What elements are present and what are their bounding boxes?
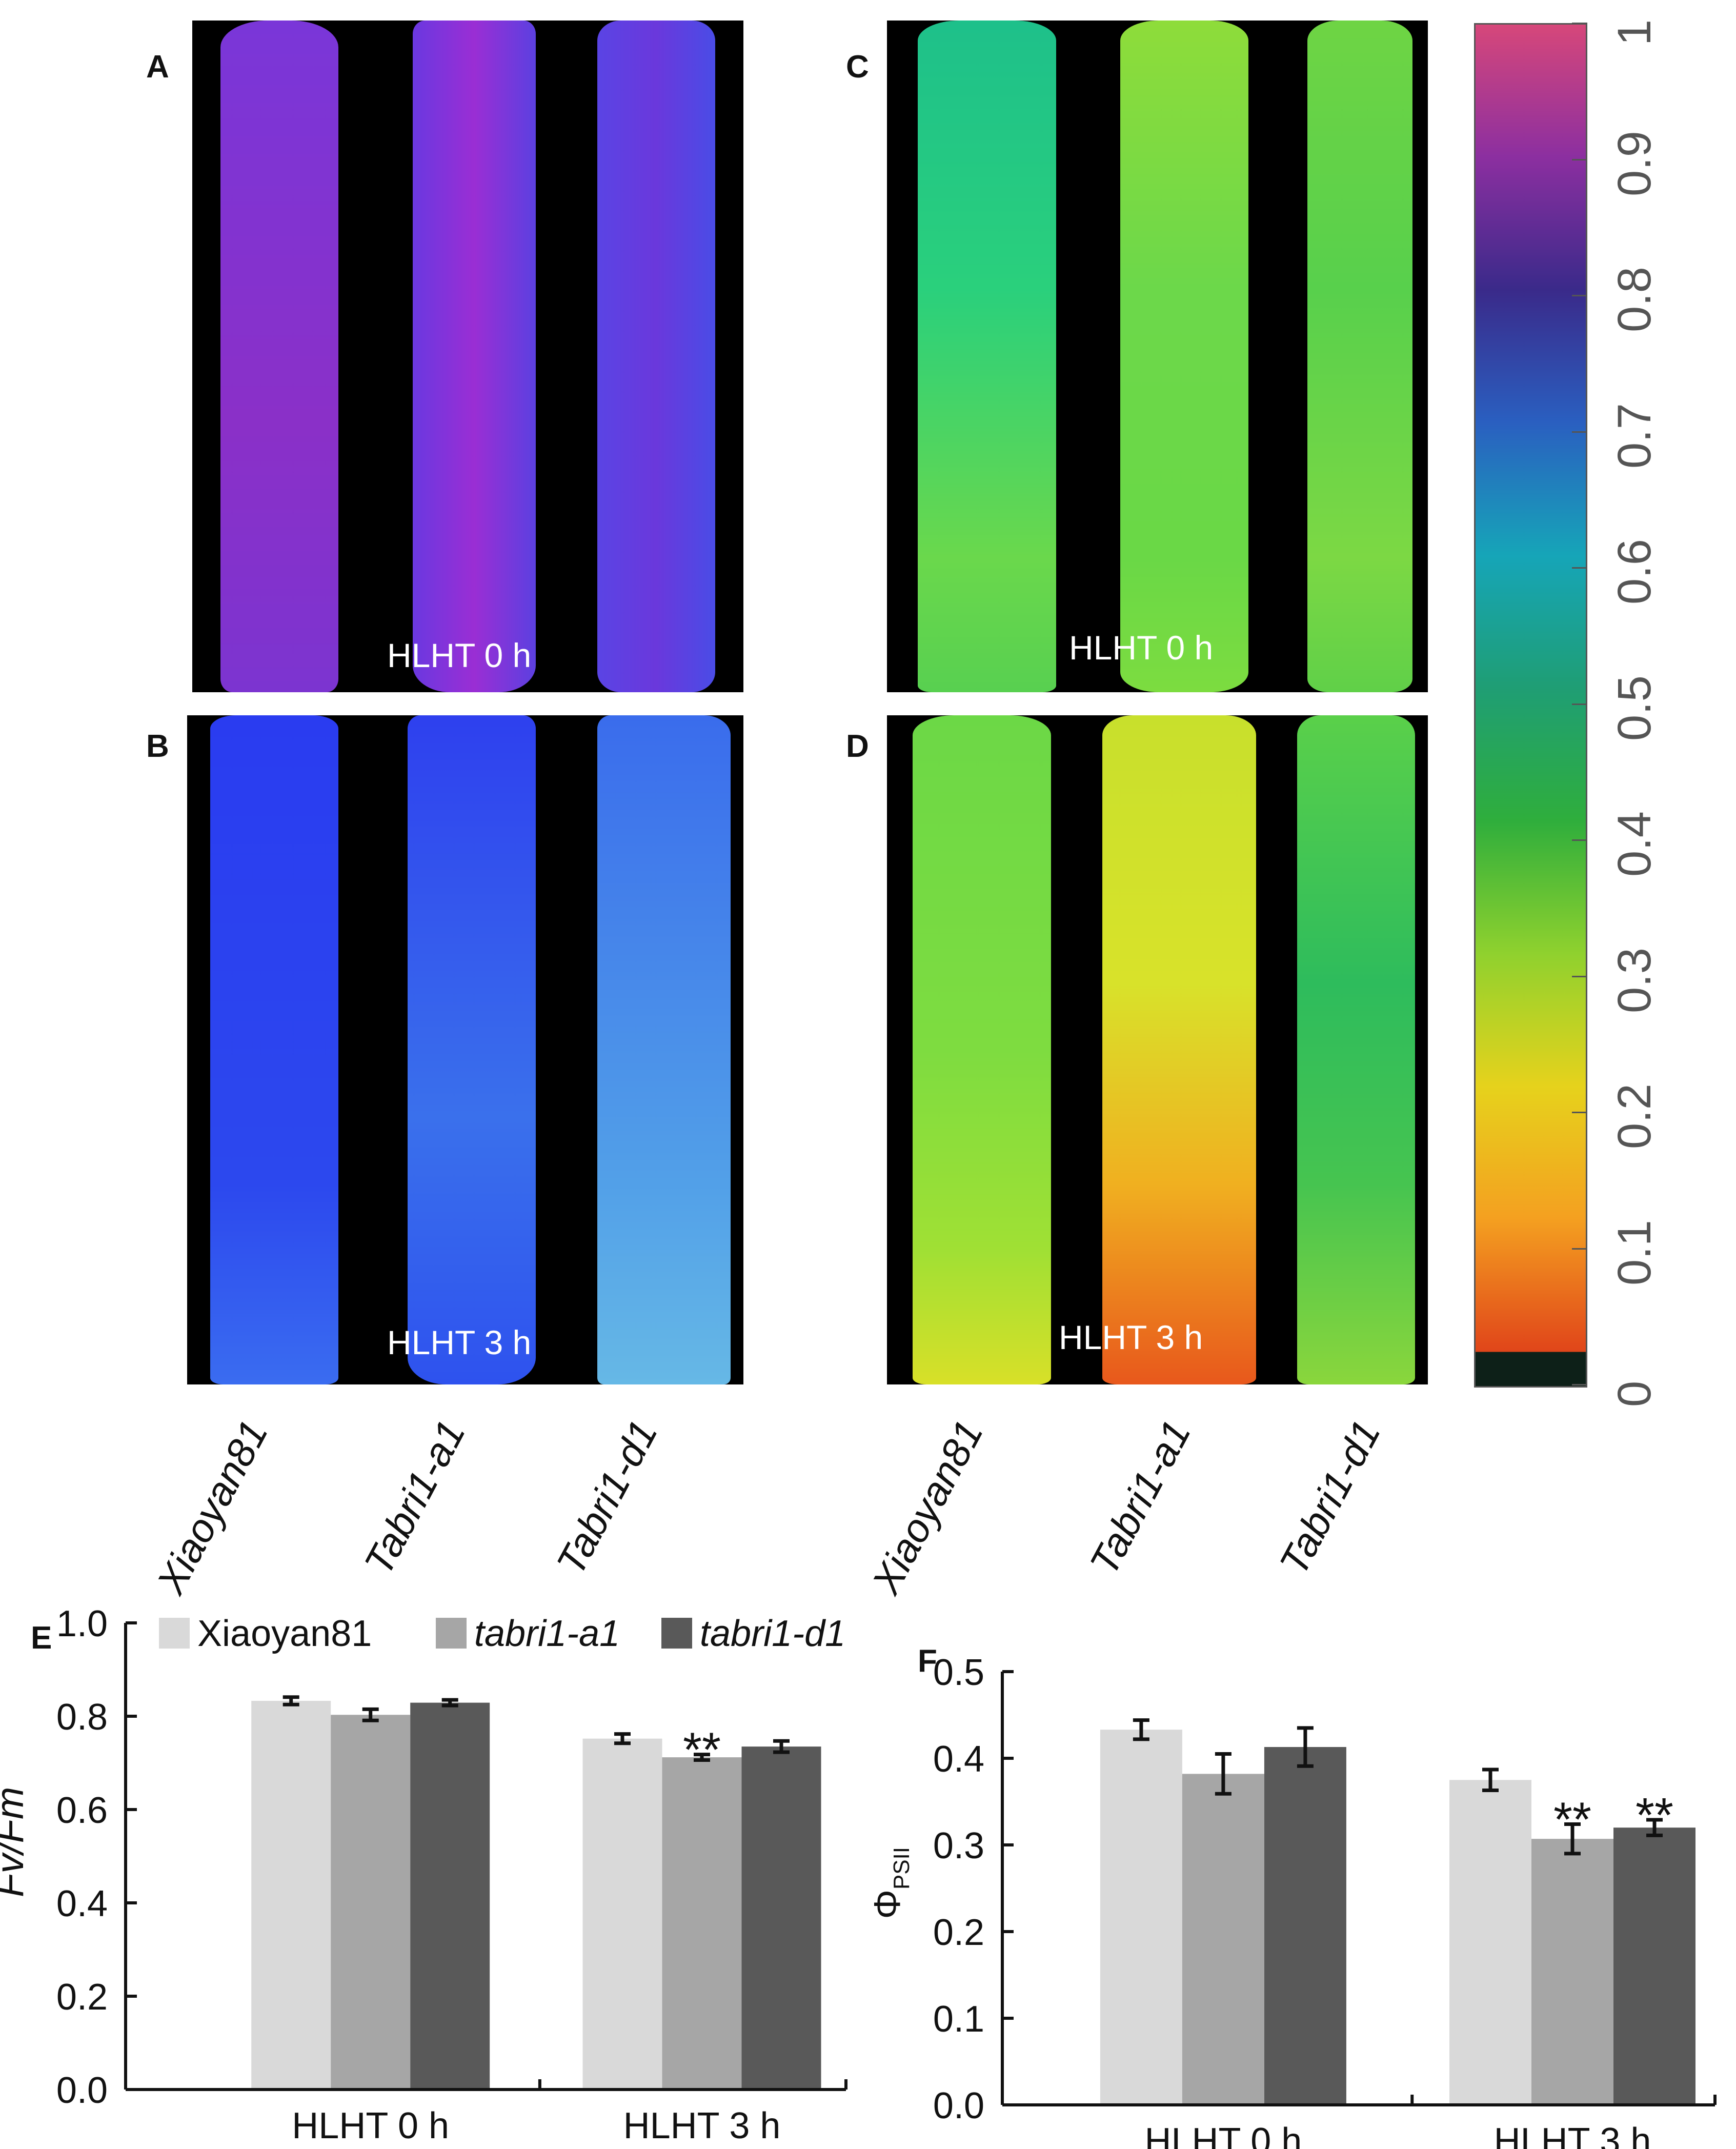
- significance-marker: **: [1553, 1792, 1591, 1846]
- condition-label-b: HLHT 3 h: [387, 1323, 532, 1361]
- leaf-tabri1-a1: [1102, 715, 1256, 1384]
- colorbar-tick-label: 0.7: [1608, 403, 1661, 469]
- y-tick-label: 0.0: [933, 2085, 984, 2126]
- genotype-label-tabri1-d1-right: Tabri1-d1: [1270, 1413, 1389, 1582]
- colorbar-tick-label: 0.4: [1608, 811, 1661, 877]
- colorbar-tick-label: 0.8: [1608, 267, 1661, 332]
- bar-xiaoyan81-1: [582, 1738, 662, 2090]
- bar-tabri1-a1-0: [331, 1715, 411, 2090]
- colorbar-tick-mark: [1572, 1248, 1587, 1250]
- leaf-tabri1-a1: [1120, 21, 1248, 692]
- y-tick-label: 0.2: [56, 1977, 108, 2018]
- x-tick-label: HLHT 0 h: [292, 2105, 449, 2146]
- leaf-tabri1-d1: [1307, 21, 1412, 692]
- leaf-tabri1-a1: [413, 21, 536, 692]
- colorbar-tick-label: 0.3: [1608, 947, 1661, 1013]
- bar-tabri1-d1-0: [410, 1702, 490, 2090]
- bar-xiaoyan81-1: [1449, 1780, 1531, 2105]
- x-tick-label: HLHT 3 h: [1494, 2121, 1651, 2149]
- y-tick-label: 0.3: [933, 1825, 984, 1866]
- bar-tabri1-a1-0: [1182, 1774, 1264, 2105]
- colorbar-tick-label: 0.6: [1608, 539, 1661, 605]
- panel-letter-e: E: [31, 1620, 52, 1656]
- leaf-xiaoyan81: [913, 715, 1051, 1384]
- bar-tabri1-d1-0: [1264, 1747, 1346, 2105]
- panel-letter-a: A: [146, 49, 169, 85]
- y-tick-label: 0.0: [56, 2070, 108, 2111]
- condition-label-a: HLHT 0 h: [387, 636, 532, 674]
- colorbar-tick-mark: [1572, 975, 1587, 977]
- panel-c-phipsii-image: [887, 21, 1428, 692]
- legend-label: tabri1-d1: [700, 1613, 845, 1654]
- y-tick-label: 0.8: [56, 1697, 108, 1738]
- panel-a-fvfm-image: [192, 21, 743, 692]
- y-tick-label: 1.0: [56, 1603, 108, 1644]
- y-tick-label: 0.5: [933, 1652, 984, 1693]
- bar-tabri1-a1-1: [662, 1757, 742, 2090]
- panel-d-phipsii-image: [887, 715, 1428, 1384]
- colorbar-tick-mark: [1572, 703, 1587, 705]
- leaf-tabri1-a1: [408, 715, 536, 1384]
- legend-label: Xiaoyan81: [197, 1613, 372, 1654]
- y-axis-label: ΦPSII: [867, 1847, 914, 1919]
- bar-tabri1-d1-1: [1613, 1827, 1695, 2105]
- colorbar-tick-mark: [1572, 431, 1587, 433]
- bar-tabri1-d1-1: [741, 1746, 821, 2090]
- colorbar-tick-mark: [1572, 567, 1587, 569]
- x-tick-label: HLHT 3 h: [623, 2105, 781, 2146]
- significance-marker: **: [683, 1723, 721, 1777]
- y-tick-label: 0.1: [933, 1999, 984, 2040]
- y-tick-label: 0.2: [933, 1912, 984, 1953]
- legend-swatch-tabri1-a1: [436, 1618, 467, 1649]
- colorbar-tick-mark: [1572, 839, 1587, 841]
- leaf-xiaoyan81: [220, 21, 338, 692]
- colorbar-tick-label: 0.9: [1608, 130, 1661, 196]
- colorbar-tick-label: 0: [1608, 1380, 1661, 1407]
- legend-label: tabri1-a1: [474, 1613, 620, 1654]
- colorbar-tick-label: 0.5: [1608, 675, 1661, 741]
- genotype-label-tabri1-a1-right: Tabri1-a1: [1081, 1413, 1200, 1582]
- panel-letter-b: B: [146, 729, 169, 764]
- legend-swatch-xiaoyan81: [159, 1618, 190, 1649]
- y-tick-label: 0.4: [56, 1883, 108, 1924]
- leaf-xiaoyan81: [210, 715, 338, 1384]
- condition-label-d: HLHT 3 h: [1059, 1318, 1203, 1356]
- panel-b-fvfm-image: [187, 715, 743, 1384]
- colorbar-tick-mark: [1572, 1112, 1587, 1113]
- colorbar-tick-label: 0.2: [1608, 1083, 1661, 1149]
- y-axis-label: Fv/Fm: [0, 1787, 32, 1897]
- leaf-tabri1-d1: [597, 21, 715, 692]
- significance-marker: **: [1636, 1788, 1673, 1842]
- legend-swatch-tabri1-d1: [661, 1618, 692, 1649]
- condition-label-c: HLHT 0 h: [1069, 629, 1214, 667]
- colorbar-tick-mark: [1572, 1384, 1587, 1385]
- leaf-tabri1-d1: [597, 715, 731, 1384]
- panel-letter-d: D: [846, 729, 869, 764]
- colorbar-tick-mark: [1572, 158, 1587, 160]
- leaf-tabri1-d1: [1297, 715, 1415, 1384]
- bar-tabri1-a1-1: [1531, 1839, 1613, 2105]
- genotype-label-xiaoyan81-left: Xiaoyan81: [148, 1413, 277, 1601]
- colorbar: [1474, 23, 1587, 1388]
- genotype-label-xiaoyan81-right: Xiaoyan81: [863, 1413, 992, 1601]
- colorbar-tick-mark: [1572, 23, 1587, 24]
- x-tick-label: HLHT 0 h: [1144, 2121, 1302, 2149]
- genotype-label-tabri1-a1-left: Tabri1-a1: [355, 1413, 474, 1582]
- y-tick-label: 0.4: [933, 1739, 984, 1780]
- bar-xiaoyan81-0: [1100, 1730, 1182, 2105]
- genotype-label-tabri1-d1-left: Tabri1-d1: [548, 1413, 667, 1582]
- bar-xiaoyan81-0: [251, 1700, 331, 2090]
- colorbar-tick-label: 0.1: [1608, 1219, 1661, 1286]
- leaf-xiaoyan81: [918, 21, 1056, 692]
- colorbar-tick-label: 1: [1608, 19, 1661, 46]
- panel-letter-c: C: [846, 49, 869, 85]
- panel-letter-f: F: [918, 1643, 937, 1679]
- colorbar-tick-mark: [1572, 295, 1587, 296]
- y-tick-label: 0.6: [56, 1790, 108, 1831]
